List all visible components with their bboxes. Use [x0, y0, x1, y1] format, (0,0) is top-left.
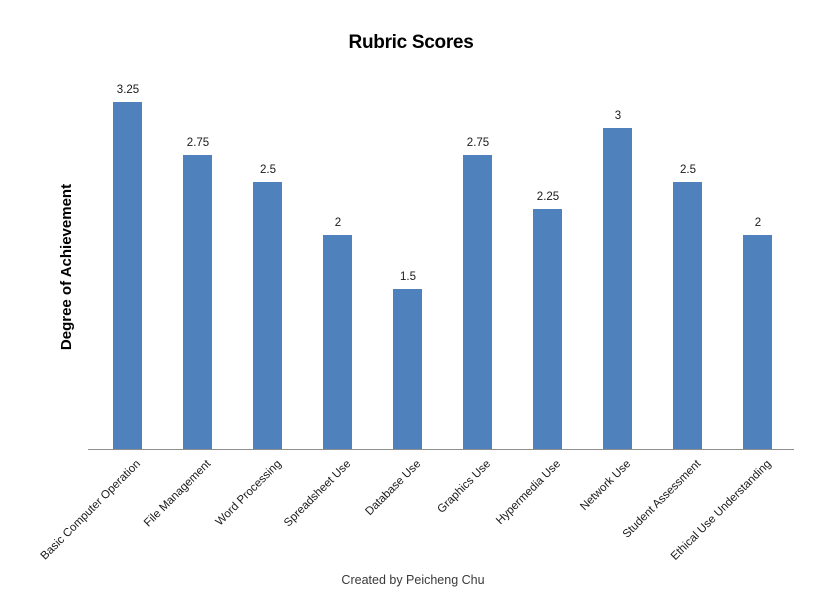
x-axis-label: Word Processing: [213, 458, 284, 529]
x-axis-label: File Management: [142, 458, 214, 530]
bar: [533, 208, 562, 449]
bar-value-label: 3.25: [116, 83, 140, 96]
bar: [743, 235, 772, 449]
bar: [673, 181, 702, 449]
bar: [113, 101, 142, 449]
x-axis-label: Hypermedia Use: [494, 458, 564, 528]
bar-slot: 2.25 Hypermedia Use: [494, 75, 583, 527]
x-axis-line: [88, 449, 794, 450]
y-axis-title: Degree of Achievement: [58, 183, 75, 351]
bar-value-label: 1.5: [400, 270, 416, 283]
bar-slot: 2 Spreadsheet Use: [282, 75, 373, 529]
x-axis-label: Graphics Use: [435, 458, 494, 516]
x-axis-label: Network Use: [578, 458, 634, 514]
bar-value-label: 2.75: [186, 137, 210, 150]
chart-title: Rubric Scores: [348, 32, 474, 53]
x-axis-label: Student Assessment: [620, 458, 704, 541]
bar-slot: 1.5 Database Use: [363, 75, 443, 518]
bar: [183, 155, 212, 449]
bar: [323, 235, 352, 449]
bar-value-label: 2: [334, 217, 342, 230]
bar-slot: 2.5 Student Assessment: [621, 75, 723, 541]
bar-slot: 2.75 File Management: [142, 75, 233, 529]
bar-value-label: 2: [754, 217, 762, 230]
bar-value-label: 2.25: [536, 190, 560, 203]
bar: [253, 181, 282, 449]
bar-slot: 2 Ethical Use Understanding: [669, 75, 793, 562]
chart-credit: Created by Peicheng Chu: [341, 573, 485, 587]
bar-value-label: 2.5: [260, 163, 276, 176]
x-axis-label: Basic Computer Operation: [39, 458, 144, 563]
bar-slot: 2.75 Graphics Use: [436, 75, 513, 516]
bar: [603, 128, 632, 449]
x-axis-label: Spreadsheet Use: [282, 458, 354, 530]
x-axis-label: Database Use: [363, 458, 424, 519]
bar: [463, 155, 492, 449]
bar-value-label: 2.75: [466, 137, 490, 150]
bar-slot: 3.25 Basic Computer Operation: [39, 75, 163, 563]
bar-slot: 2.5 Word Processing: [213, 75, 303, 528]
bar-value-label: 3: [614, 110, 622, 123]
bar-value-label: 2.5: [680, 163, 696, 176]
bar: [393, 288, 422, 449]
plot-area: 3.25 Basic Computer Operation 2.75 File Man…: [39, 75, 793, 563]
bar-slot: 3 Network Use: [578, 75, 653, 513]
